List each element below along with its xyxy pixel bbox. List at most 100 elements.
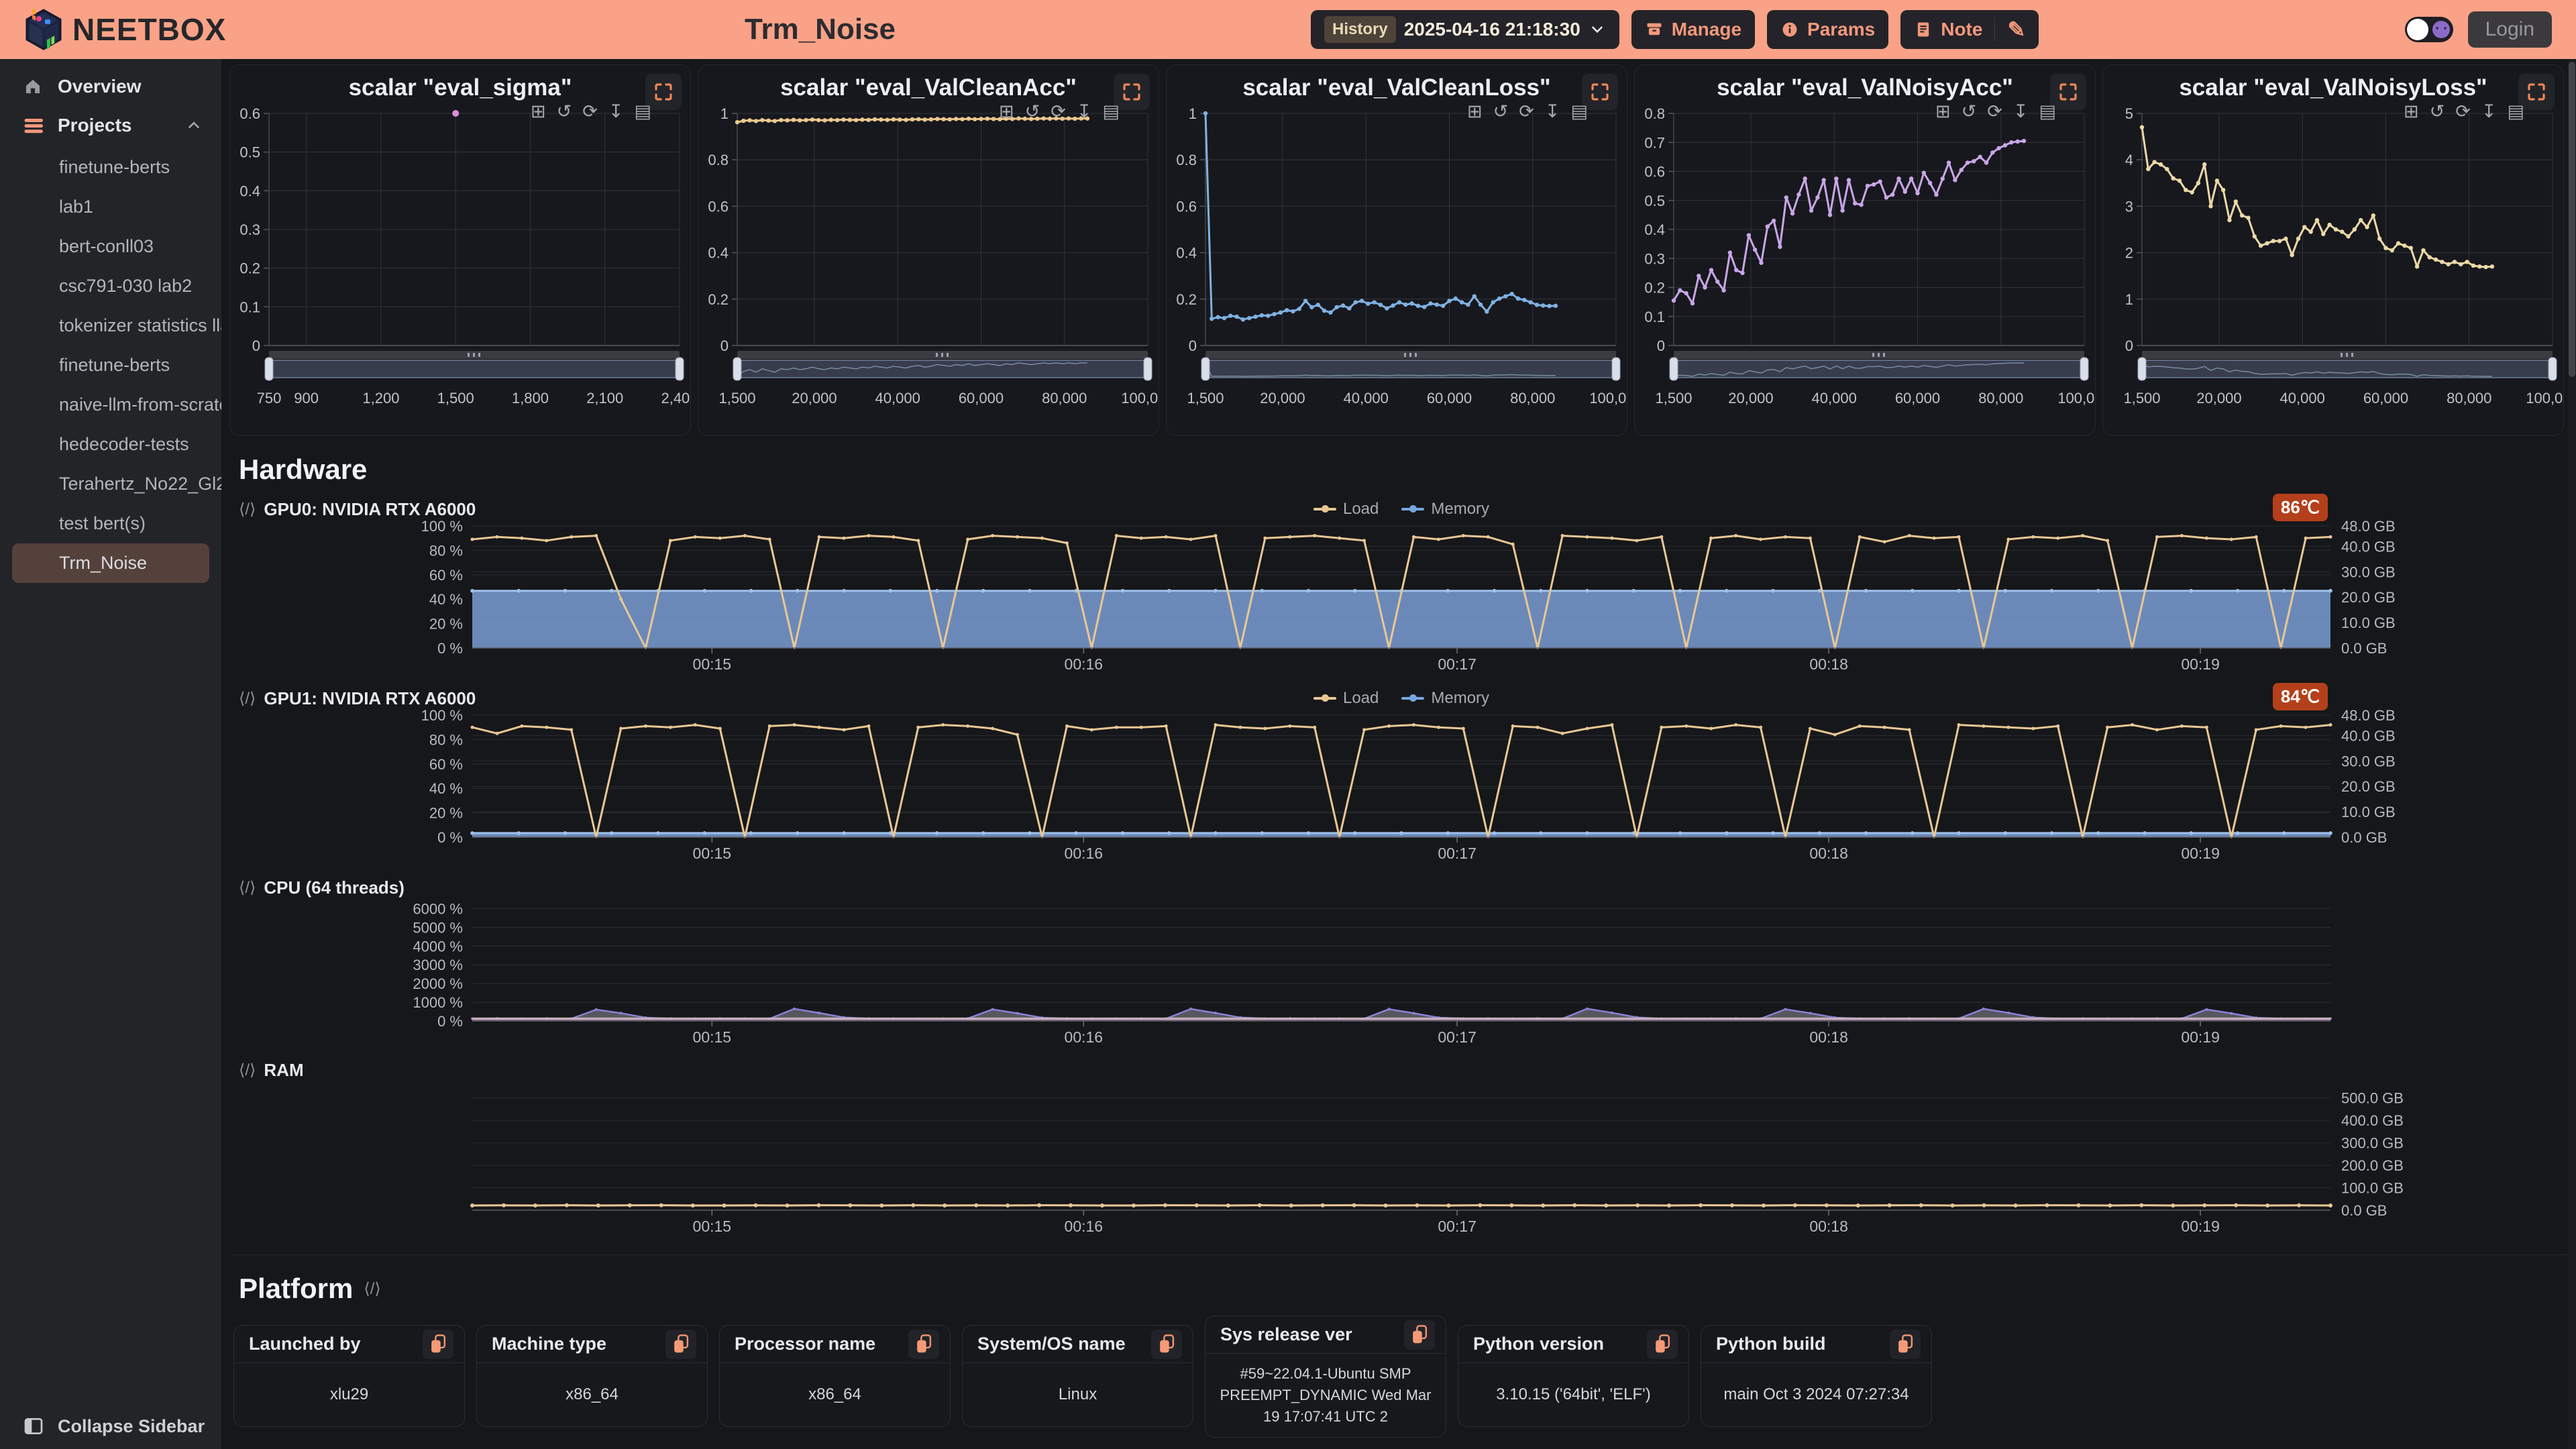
fullscreen-button[interactable] (1582, 74, 1618, 110)
copy-button[interactable] (423, 1329, 453, 1359)
zoom-select-icon[interactable]: ⊞ (1466, 101, 1483, 121)
sidebar-item-projects[interactable]: Projects (0, 106, 221, 145)
svg-text:0.5: 0.5 (1644, 193, 1665, 209)
hardware-chart[interactable]: 0.0 GB 100.0 GB 200.0 GB 300.0 GB 400.0 GB 50… (231, 1081, 2565, 1235)
memory-legend-marker (1401, 505, 1425, 513)
datazoom-slider[interactable] (268, 360, 680, 378)
datazoom-slider[interactable] (2141, 360, 2553, 378)
login-button[interactable]: Login (2467, 11, 2552, 48)
zoom-select-icon[interactable]: ⊞ (1935, 101, 1951, 121)
fullscreen-button[interactable] (2050, 74, 2086, 110)
scalar-chart[interactable]: 0 0.2 0.4 0.6 0.8 1 1,500 20,000 40,000 60,000 80,… (698, 101, 1174, 411)
hardware-chart[interactable]: 0 % 20 % 40 % 60 % 80 % 100 % 0.0 GB 10.0 GB 20.… (231, 707, 2565, 862)
note-button[interactable]: Note ✎ (1900, 10, 2039, 49)
undo-icon[interactable]: ↺ (1493, 101, 1509, 121)
hardware-chart[interactable]: 0 % 1000 % 2000 % 3000 % 4000 % 5000 % 6000 % 0… (231, 899, 2565, 1046)
restore-icon[interactable]: ⟳ (582, 101, 598, 121)
copy-button[interactable] (1151, 1329, 1182, 1359)
copy-button[interactable] (1404, 1320, 1435, 1350)
sidebar-project-item[interactable]: hedecoder-tests (59, 434, 189, 454)
history-select[interactable]: History 2025-04-16 21:18:30 (1311, 10, 1619, 49)
legend-item-memory[interactable]: Memory (1401, 689, 1489, 708)
copy-button[interactable] (908, 1329, 939, 1359)
platform-value: x86_64 (566, 1385, 619, 1403)
chart-toolbox: ⊞ ↺ ⟳ ↧ ▤ (1467, 103, 1588, 121)
sidebar-project-item[interactable]: csc791-030 lab2 (59, 276, 193, 296)
copy-button[interactable] (665, 1329, 696, 1359)
datazoom-handle-right[interactable] (1611, 357, 1621, 381)
zoom-select-icon[interactable]: ⊞ (2403, 101, 2419, 121)
datazoom-handle-left[interactable] (1669, 357, 1678, 381)
restore-icon[interactable]: ⟳ (1987, 101, 2002, 121)
svg-text:0.6: 0.6 (1644, 164, 1665, 180)
sidebar-project-item[interactable]: naive-llm-from-scratch (59, 394, 221, 415)
data-view-icon[interactable]: ▤ (634, 101, 651, 121)
zoom-select-icon[interactable]: ⊞ (530, 101, 546, 121)
datazoom-handle-right[interactable] (675, 357, 684, 381)
restore-icon[interactable]: ⟳ (1051, 101, 1066, 121)
fullscreen-button[interactable] (645, 74, 682, 110)
download-icon[interactable]: ↧ (1544, 101, 1560, 121)
sidebar-project-item[interactable]: bert-conll03 (59, 236, 154, 256)
platform-value: xlu29 (329, 1385, 369, 1403)
datazoom-handle-right[interactable] (2080, 357, 2089, 381)
legend-item-load[interactable]: Load (1313, 500, 1379, 519)
fullscreen-button[interactable] (1114, 74, 1150, 110)
scalar-chart[interactable]: 0 0.1 0.2 0.3 0.4 0.5 0.6 750 900 1,200 1,500 1,800… (230, 101, 698, 411)
scalar-chart[interactable]: 0 1 2 3 4 5 1,500 20,000 40,000 60,000 80,000 100,0… (2103, 101, 2576, 411)
sidebar-project-item[interactable]: lab1 (59, 197, 94, 217)
params-button[interactable]: Params (1767, 10, 1889, 49)
sidebar-project-item[interactable]: finetune-berts (59, 355, 170, 375)
scrollbar[interactable] (2568, 59, 2576, 1449)
sidebar-project-item[interactable]: finetune-berts (59, 157, 170, 177)
scalar-chart[interactable]: 0 0.1 0.2 0.3 0.4 0.5 0.6 0.7 0.8 1,500 20,000 40,0… (1635, 101, 2110, 411)
legend-item-load[interactable]: Load (1313, 689, 1379, 708)
undo-icon[interactable]: ↺ (1024, 101, 1040, 121)
sidebar-project-item[interactable]: Trm_Noise (12, 543, 209, 583)
undo-icon[interactable]: ↺ (556, 101, 572, 121)
data-view-icon[interactable]: ▤ (1102, 101, 1120, 121)
restore-icon[interactable]: ⟳ (2455, 101, 2471, 121)
sidebar-project-item[interactable]: test bert(s) (59, 513, 146, 533)
datazoom-handle-right[interactable] (2548, 357, 2557, 381)
data-view-icon[interactable]: ▤ (1570, 101, 1588, 121)
fullscreen-button[interactable] (2518, 74, 2555, 110)
hardware-chart[interactable]: 0 % 20 % 40 % 60 % 80 % 100 % 0.0 GB 10.0 GB 20.… (231, 518, 2565, 673)
brand[interactable]: NEETBOX (24, 9, 226, 50)
sidebar-item-overview[interactable]: Overview (0, 67, 221, 106)
code-icon: ⟨/⟩ (239, 1061, 256, 1079)
svg-text:6000 %: 6000 % (413, 900, 463, 917)
sidebar-project-item[interactable]: Terahertz_No22_Gl261_gl... (59, 474, 221, 494)
data-view-icon[interactable]: ▤ (2039, 101, 2056, 121)
scalar-chart[interactable]: 0 0.2 0.4 0.6 0.8 1 1,500 20,000 40,000 60,000 80,… (1167, 101, 1642, 411)
zoom-select-icon[interactable]: ⊞ (998, 101, 1014, 121)
datazoom-handle-right[interactable] (1143, 357, 1152, 381)
download-icon[interactable]: ↧ (608, 101, 624, 121)
restore-icon[interactable]: ⟳ (1519, 101, 1534, 121)
manage-button[interactable]: Manage (1631, 10, 1756, 49)
download-icon[interactable]: ↧ (2012, 101, 2029, 121)
legend-item-memory[interactable]: Memory (1401, 500, 1489, 519)
edit-pencil-icon[interactable]: ✎ (2007, 17, 2026, 42)
copy-button[interactable] (1647, 1329, 1678, 1359)
copy-button[interactable] (1890, 1329, 1921, 1359)
svg-text:0.4: 0.4 (708, 245, 729, 262)
platform-card: Machine type x86_64 (476, 1325, 708, 1427)
undo-icon[interactable]: ↺ (1961, 101, 1977, 121)
download-icon[interactable]: ↧ (1076, 101, 1092, 121)
sidebar-project-item[interactable]: tokenizer statistics llama... (59, 315, 221, 335)
svg-text:2,400: 2,400 (661, 390, 690, 407)
datazoom-slider[interactable] (1205, 360, 1617, 378)
svg-text:60 %: 60 % (429, 567, 463, 584)
undo-icon[interactable]: ↺ (2429, 101, 2445, 121)
scrollbar-thumb[interactable] (2569, 62, 2575, 377)
datazoom-handle-left[interactable] (733, 357, 742, 381)
data-view-icon[interactable]: ▤ (2507, 101, 2524, 121)
download-icon[interactable]: ↧ (2481, 101, 2497, 121)
collapse-sidebar-button[interactable]: Collapse Sidebar (0, 1415, 205, 1437)
datazoom-handle-left[interactable] (264, 357, 274, 381)
svg-text:80,000: 80,000 (2447, 390, 2491, 407)
datazoom-handle-left[interactable] (1201, 357, 1210, 381)
datazoom-handle-left[interactable] (2137, 357, 2147, 381)
theme-toggle[interactable] (2404, 17, 2453, 42)
